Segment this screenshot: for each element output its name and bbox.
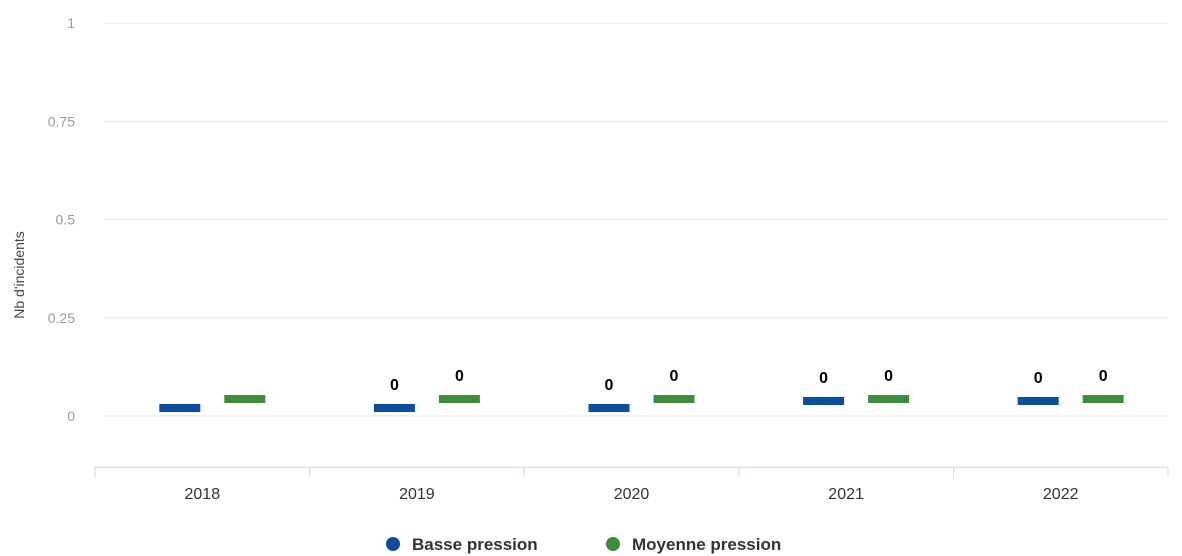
x-axis: 2018 2019 2020 2021 2022 [94,466,1169,503]
data-label: 0 [605,377,614,394]
x-tick-label: 2018 [185,486,221,503]
legend-item-label: Moyenne pression [632,535,781,554]
bar-basse-pression [803,397,845,405]
data-label: 0 [884,368,893,385]
data-label: 0 [670,368,679,385]
bar-basse-pression [159,404,201,412]
y-axis-label: Nb d'incidents [11,231,27,319]
legend-marker [606,537,620,551]
bar-basse-pression [588,404,630,412]
y-tick-label: 0 [67,408,75,424]
y-tick-label: 0.25 [48,310,75,326]
y-tick-label: 0.75 [48,113,75,129]
bar-moyenne-pression [224,395,266,403]
bar-basse-pression [373,404,415,412]
data-label: 0 [1034,370,1043,387]
data-labels: 0 0 0 0 0 0 0 0 [390,368,1108,394]
x-tick-label: 2020 [614,486,650,503]
data-label: 0 [819,370,828,387]
bar-moyenne-pression [653,395,695,403]
data-label: 0 [455,368,464,385]
data-label: 0 [1099,368,1108,385]
y-axis-ticks: 1 0.75 0.5 0.25 0 [48,15,75,424]
data-label: 0 [390,377,399,394]
bars [159,395,1124,412]
legend: Basse pression Moyenne pression [386,535,781,554]
grid-lines [104,22,1168,417]
bar-basse-pression [1017,397,1059,405]
y-tick-label: 0.5 [56,212,76,228]
legend-marker [386,537,400,551]
x-tick-label: 2019 [399,486,435,503]
bar-moyenne-pression [438,395,480,403]
bar-moyenne-pression [1082,395,1124,403]
x-tick-label: 2022 [1043,486,1079,503]
legend-item-label: Basse pression [412,535,538,554]
bar-moyenne-pression [868,395,910,403]
y-tick-label: 1 [67,15,75,31]
x-tick-label: 2021 [828,486,864,503]
